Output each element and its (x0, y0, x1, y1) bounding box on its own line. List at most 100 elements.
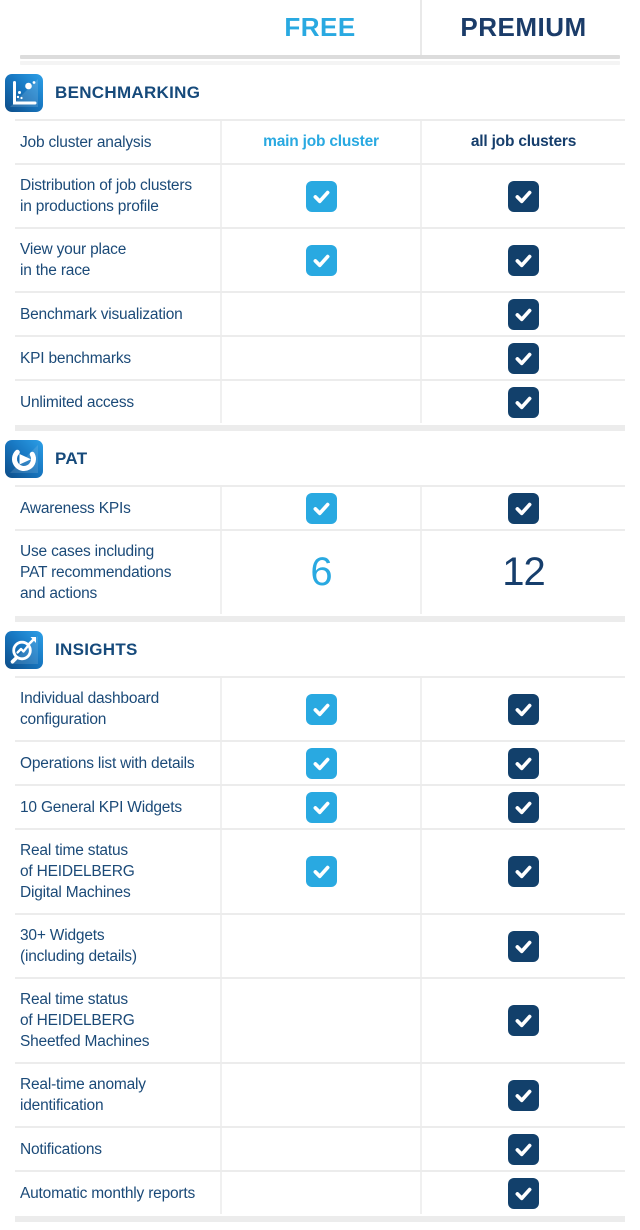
table-row: Real time status of HEIDELBERG Sheetfed Ma… (15, 977, 625, 1062)
feature-label-line: Distribution of job clusters (20, 177, 192, 194)
free-cell (220, 229, 420, 291)
feature-label-line: Real time status (20, 991, 128, 1008)
table-row: View your place in the race (15, 227, 625, 291)
free-cell (220, 293, 420, 335)
feature-label: 10 General KPI Widgets (20, 797, 182, 818)
plan-header: FREE PREMIUM (15, 0, 625, 55)
feature-label-line: (including details) (20, 948, 137, 965)
free-cell (220, 337, 420, 379)
feature-label-line: Operations list with details (20, 754, 195, 772)
free-plan-header: FREE (284, 12, 356, 42)
table-row: Job cluster analysis main job cluster all … (15, 119, 625, 163)
premium-cell (420, 229, 625, 291)
bottom-spacer (0, 1222, 640, 1230)
free-cell (220, 786, 420, 828)
feature-label-line: View your place (20, 241, 127, 258)
feature-label-cell: Job cluster analysis (15, 121, 220, 163)
section-separator (15, 425, 625, 431)
section-header-insights: INSIGHTS (5, 631, 625, 669)
feature-label-line: PAT recommendations (20, 564, 172, 581)
premium-feature-value: all job clusters (470, 133, 577, 150)
free-cell (220, 1172, 420, 1214)
feature-label-line: Awareness KPIs (20, 499, 131, 517)
premium-cell: all job clusters (420, 121, 625, 163)
feature-label: Real-time anomaly identification (20, 1074, 146, 1116)
feature-label-line: Job cluster analysis (20, 133, 152, 151)
section-title: PAT (55, 449, 88, 468)
section-rows: Individual dashboard configuration Operati… (15, 676, 625, 1214)
feature-label-cell: Real time status of HEIDELBERG Sheetfed Ma… (15, 979, 220, 1062)
table-row: Use cases including PAT recommendations an… (15, 529, 625, 614)
premium-checkmark-icon (508, 244, 539, 276)
benchmarking-icon (5, 74, 43, 112)
free-cell (220, 1064, 420, 1126)
section-rows: Job cluster analysis main job cluster all … (15, 119, 625, 423)
table-row: KPI benchmarks (15, 335, 625, 379)
table-row: Real-time anomaly identification (15, 1062, 625, 1126)
section-header-pat: PAT (5, 440, 625, 478)
premium-checkmark-icon (508, 791, 539, 823)
feature-label-line: of HEIDELBERG (20, 863, 135, 880)
feature-label-line: KPI benchmarks (20, 349, 131, 367)
section-title: INSIGHTS (55, 640, 138, 659)
premium-cell (420, 1064, 625, 1126)
feature-label-cell: Individual dashboard configuration (15, 678, 220, 740)
section-title: BENCHMARKING (55, 83, 201, 102)
table-row: Automatic monthly reports (15, 1170, 625, 1214)
premium-checkmark-icon (508, 180, 539, 212)
feature-label: KPI benchmarks (20, 348, 131, 369)
premium-checkmark-icon (508, 1133, 539, 1165)
premium-checkmark-icon (508, 1079, 539, 1111)
free-checkmark-icon (305, 747, 337, 779)
free-cell (220, 830, 420, 913)
feature-label-cell: Notifications (15, 1128, 220, 1170)
feature-label-cell: Automatic monthly reports (15, 1172, 220, 1214)
feature-label: Use cases including PAT recommendations an… (20, 541, 171, 604)
feature-label-cell: Benchmark visualization (15, 293, 220, 335)
premium-cell (420, 1172, 625, 1214)
free-checkmark-icon (305, 244, 337, 276)
premium-feature-count: 12 (502, 550, 545, 594)
free-checkmark-icon (305, 856, 337, 887)
free-cell (220, 979, 420, 1062)
feature-label-cell: Use cases including PAT recommendations an… (15, 531, 220, 614)
premium-cell (420, 487, 625, 529)
premium-cell (420, 979, 625, 1062)
free-cell: 6 (220, 531, 420, 614)
free-checkmark-icon (305, 693, 337, 725)
feature-label-line: Sheetfed Machines (20, 1033, 150, 1050)
feature-label-cell: 10 General KPI Widgets (15, 786, 220, 828)
feature-label-cell: 30+ Widgets (including details) (15, 915, 220, 977)
feature-label: Notifications (20, 1139, 102, 1160)
feature-label: 30+ Widgets (including details) (20, 925, 137, 967)
table-row: Notifications (15, 1126, 625, 1170)
table-row: Benchmark visualization (15, 291, 625, 335)
free-cell (220, 165, 420, 227)
feature-label-line: Real time status (20, 842, 128, 859)
feature-label: Unlimited access (20, 392, 134, 413)
feature-label-line: Notifications (20, 1140, 102, 1158)
free-cell (220, 487, 420, 529)
premium-checkmark-icon (508, 386, 539, 418)
premium-cell: 12 (420, 531, 625, 614)
premium-checkmark-icon (508, 298, 539, 330)
feature-label-line: Unlimited access (20, 393, 134, 411)
feature-label: Benchmark visualization (20, 304, 183, 325)
free-feature-count: 6 (310, 550, 332, 594)
feature-label-cell: Real-time anomaly identification (15, 1064, 220, 1126)
table-row: Individual dashboard configuration (15, 676, 625, 740)
premium-cell (420, 165, 625, 227)
table-row: Awareness KPIs (15, 485, 625, 529)
feature-label-line: Digital Machines (20, 884, 131, 901)
comparison-table: BENCHMARKING Job cluster analysis main job… (0, 74, 640, 1222)
header-divider-band (20, 55, 620, 59)
premium-checkmark-icon (508, 1177, 539, 1209)
free-cell (220, 915, 420, 977)
header-divider-band-shadow (20, 61, 620, 65)
free-checkmark-icon (305, 791, 337, 823)
free-cell (220, 678, 420, 740)
premium-checkmark-icon (508, 1005, 539, 1036)
feature-label-line: 30+ Widgets (20, 927, 105, 944)
feature-label-line: Use cases including (20, 543, 155, 560)
premium-cell (420, 337, 625, 379)
